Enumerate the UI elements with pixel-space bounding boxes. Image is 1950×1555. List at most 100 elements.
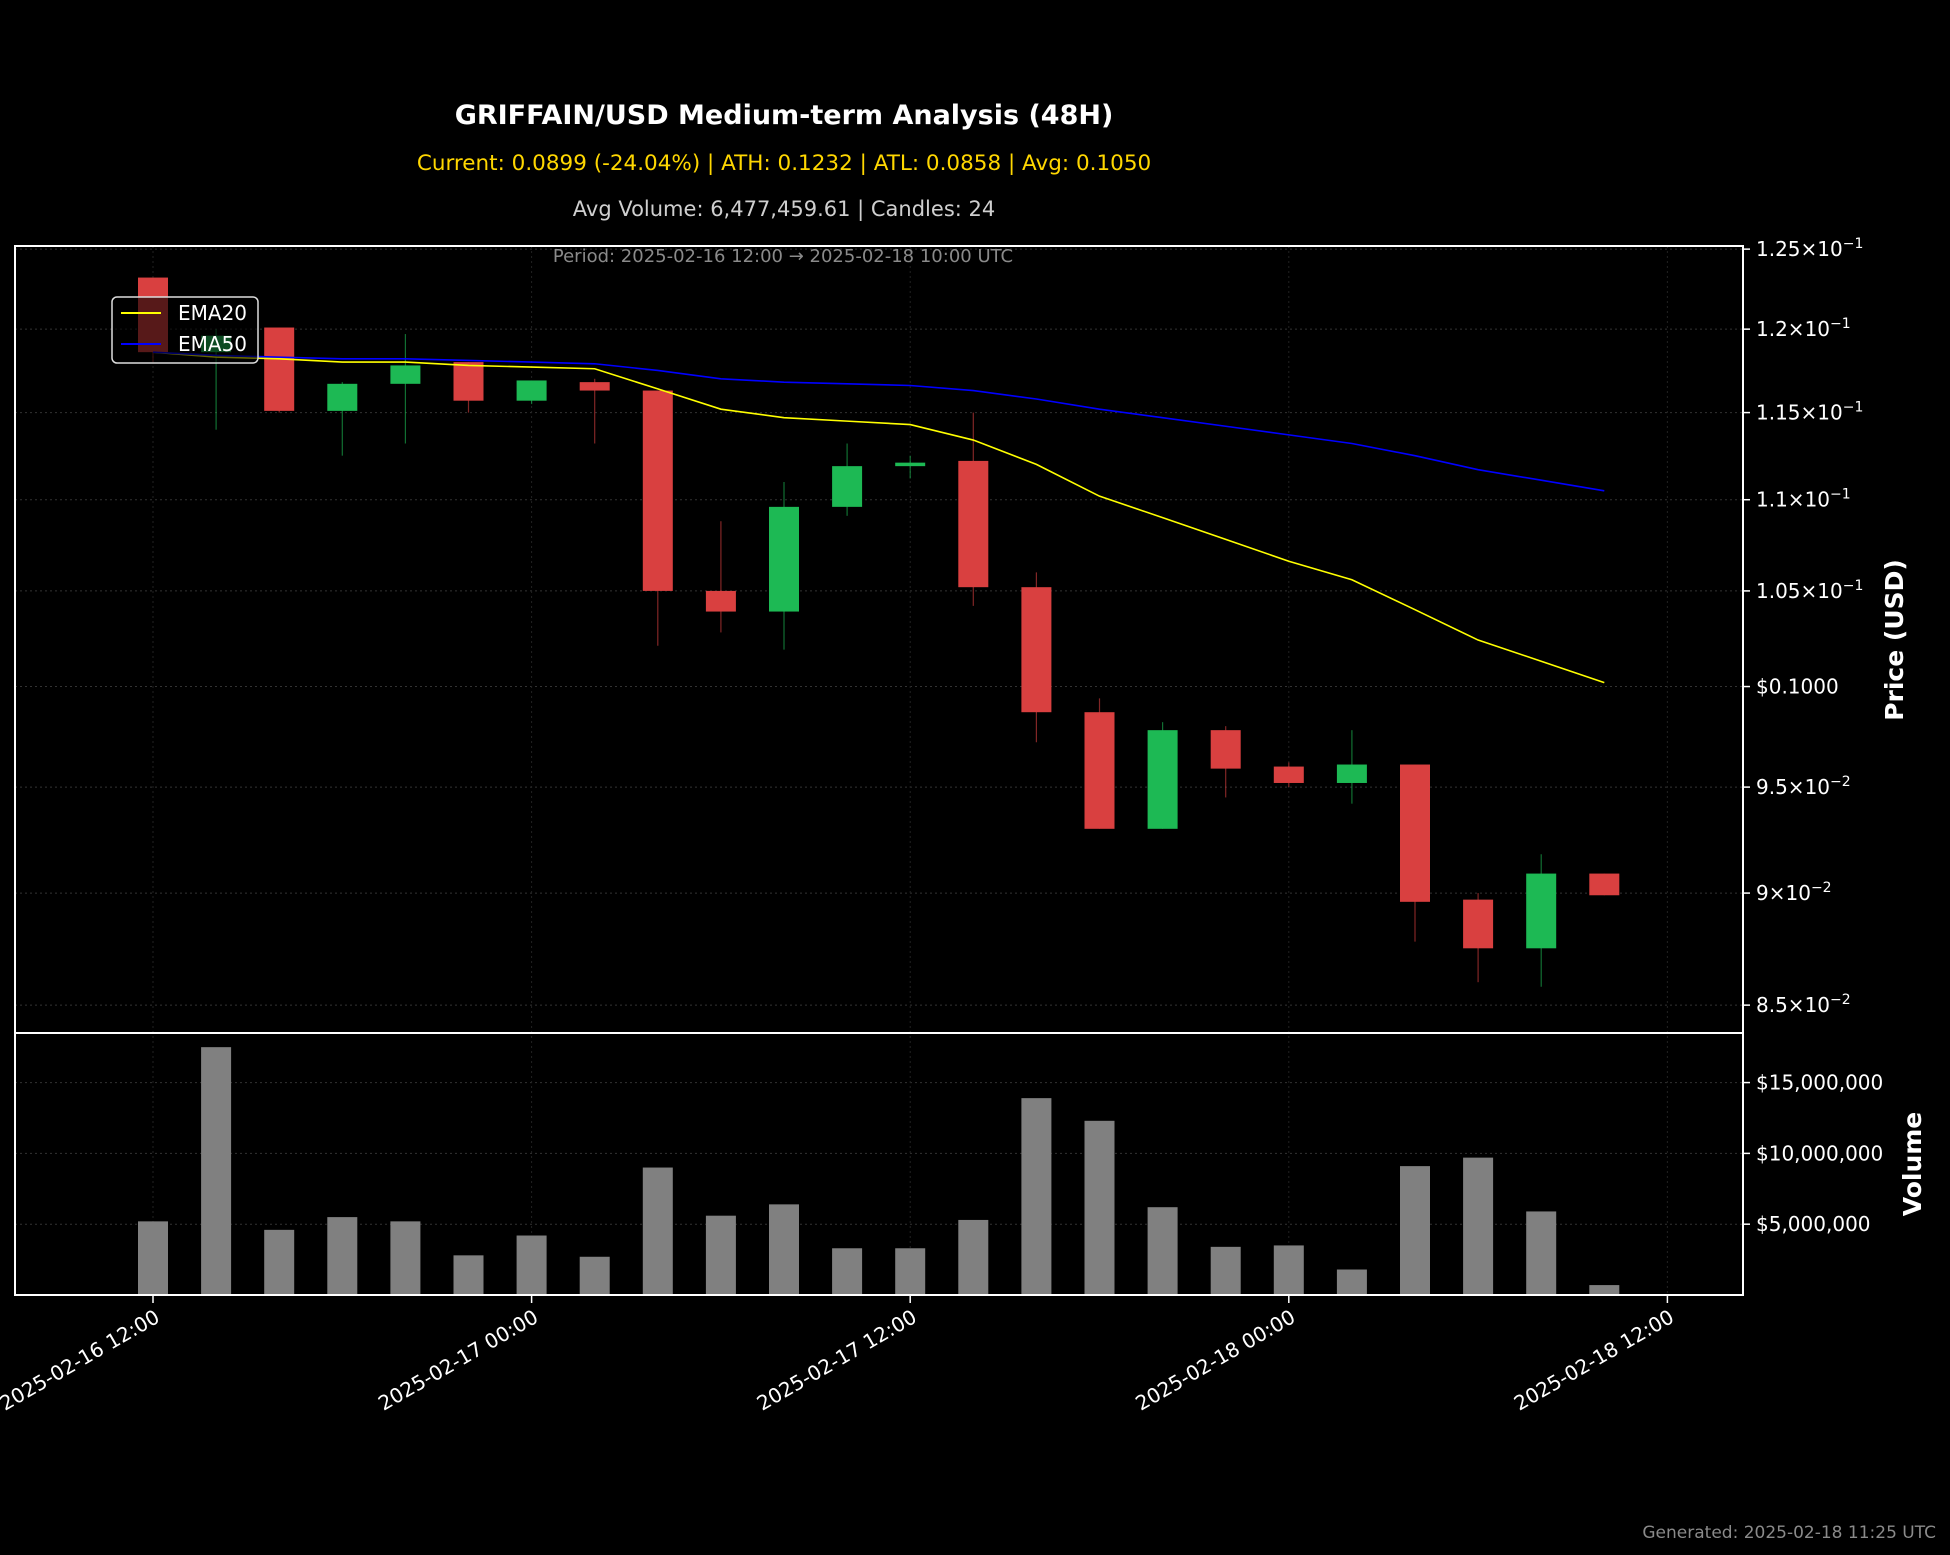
volume-bar: [138, 1221, 168, 1295]
volume-bar: [1589, 1285, 1620, 1295]
volume-bar: [264, 1229, 295, 1295]
candle-body: [1336, 764, 1367, 783]
volume-bar: [516, 1235, 547, 1295]
legend-label-ema50: EMA50: [178, 332, 247, 356]
legend-label-ema20: EMA20: [178, 301, 247, 325]
candle: [1336, 730, 1367, 804]
candle-body: [579, 382, 610, 391]
volume-bar: [1463, 1157, 1494, 1295]
candle-body: [832, 466, 863, 507]
candle-body: [1463, 899, 1494, 949]
volume-bar: [1147, 1207, 1178, 1295]
candle: [1589, 873, 1620, 896]
chart-title: GRIFFAIN/USD Medium-term Analysis (48H): [454, 100, 1114, 131]
volume-bars: [138, 1047, 1620, 1295]
candle-body: [1147, 730, 1178, 829]
candle-body: [895, 462, 926, 467]
candle-body: [705, 590, 736, 612]
candle-body: [1084, 712, 1115, 829]
candle: [516, 380, 547, 405]
volume-grid: [15, 1082, 1743, 1225]
candle: [1526, 854, 1557, 987]
volume-bar: [958, 1219, 989, 1295]
period-label: Period: 2025-02-16 12:00 → 2025-02-18 10…: [553, 246, 1013, 267]
candle: [832, 443, 863, 516]
volume-bar: [642, 1167, 673, 1295]
volume-bar: [705, 1215, 736, 1295]
candle: [1147, 722, 1178, 829]
volume-bar: [201, 1047, 232, 1295]
candle: [769, 481, 799, 650]
volume-bar: [579, 1256, 610, 1295]
volume-summary: Avg Volume: 6,477,459.61 | Candles: 24: [572, 197, 996, 221]
ema-line-ema50: [152, 351, 1605, 492]
price-grid: [15, 248, 1743, 1006]
time-ticks: 2025-02-16 12:00 2025-02-17 00:00 2025-02-…: [0, 1295, 1678, 1415]
volume-bar: [895, 1248, 926, 1295]
ema-line-ema20: [152, 351, 1605, 684]
candle-body: [1210, 730, 1241, 769]
candle: [453, 362, 484, 413]
candle-body: [327, 383, 358, 411]
candle: [958, 412, 989, 606]
price-tick-label: 1.25×10−1: [1756, 236, 1863, 261]
volume-bar: [1400, 1166, 1430, 1295]
candle: [1400, 764, 1430, 942]
candle: [895, 455, 926, 479]
price-tick-label: $0.1000: [1756, 675, 1839, 699]
candle-body: [390, 365, 421, 384]
price-ticks: 1.25×10−1 1.2×10−1 1.15×10−1 1.1×10−1 1.05×1…: [1743, 236, 1863, 1017]
candle: [1021, 572, 1052, 743]
candle-body: [1400, 764, 1430, 902]
candle: [1463, 893, 1494, 983]
price-tick-label: 9×10−2: [1756, 880, 1832, 905]
volume-tick-label: $10,000,000: [1756, 1141, 1883, 1165]
candle-body: [264, 327, 295, 411]
time-tick-label: 2025-02-17 12:00: [753, 1305, 921, 1416]
time-tick-label: 2025-02-18 12:00: [1510, 1305, 1678, 1416]
volume-bar: [769, 1204, 799, 1295]
candle: [1084, 698, 1115, 829]
candle: [1210, 726, 1241, 798]
candle-body: [1589, 873, 1620, 896]
candle-body: [1526, 873, 1557, 949]
price-tick-label: 1.15×10−1: [1756, 400, 1863, 425]
candle: [579, 378, 610, 444]
volume-bar: [390, 1221, 421, 1295]
candle-body: [642, 390, 673, 591]
candle-body: [453, 362, 484, 401]
volume-ticks: $15,000,000 $10,000,000 $5,000,000: [1743, 1071, 1883, 1236]
candle: [705, 521, 736, 633]
volume-tick-label: $5,000,000: [1756, 1212, 1871, 1236]
generated-timestamp: Generated: 2025-02-18 11:25 UTC: [1642, 1523, 1936, 1543]
volume-bar: [1210, 1246, 1241, 1295]
price-tick-label: 1.2×10−1: [1756, 316, 1851, 341]
price-tick-label: 1.1×10−1: [1756, 487, 1851, 512]
time-tick-label: 2025-02-17 00:00: [374, 1305, 542, 1416]
volume-bar: [1273, 1245, 1304, 1295]
price-axis-label: Price (USD): [1880, 559, 1909, 721]
candle-body: [958, 460, 989, 588]
candle-body: [516, 380, 547, 401]
candle: [642, 390, 673, 646]
candle-body: [769, 506, 799, 612]
volume-axis-label: Volume: [1898, 1112, 1927, 1217]
candle: [327, 382, 358, 456]
legend: EMA20 EMA50: [111, 296, 259, 364]
volume-bar: [832, 1248, 863, 1295]
candle-body: [1273, 766, 1304, 783]
volume-tick-label: $15,000,000: [1756, 1071, 1883, 1095]
volume-bar: [1336, 1269, 1367, 1295]
price-tick-label: 1.05×10−1: [1756, 578, 1863, 603]
candle: [1273, 762, 1304, 788]
volume-bar: [327, 1217, 358, 1295]
volume-bar: [453, 1255, 484, 1295]
candles: [138, 277, 1620, 987]
price-summary: Current: 0.0899 (-24.04%) | ATH: 0.1232 …: [416, 151, 1152, 176]
time-grid: [152, 246, 1668, 1295]
candle: [264, 327, 295, 413]
ema-lines: [152, 351, 1605, 684]
candle-body: [1021, 587, 1052, 713]
volume-panel-frame: [14, 1032, 1744, 1296]
